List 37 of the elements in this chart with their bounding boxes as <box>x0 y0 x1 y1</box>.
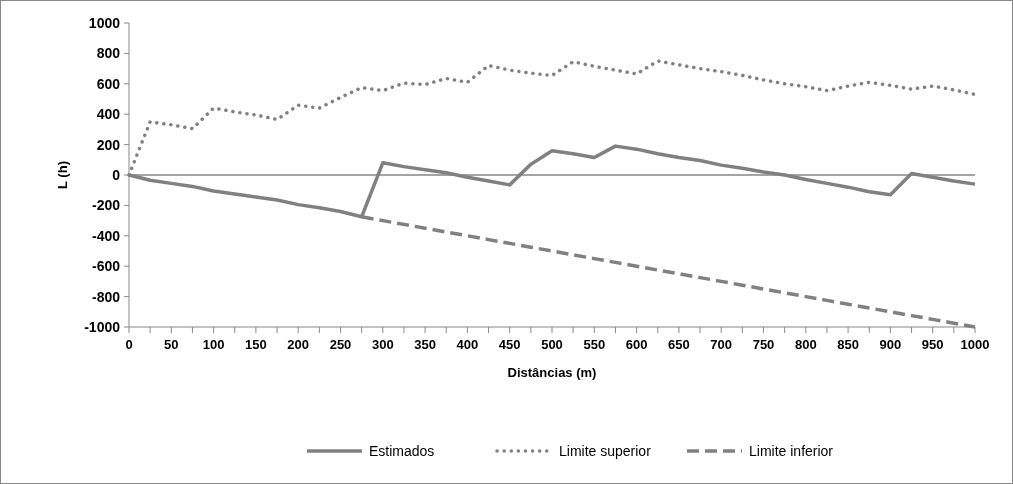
x-tick-label: 0 <box>125 337 133 352</box>
y-tick-label: -200 <box>91 197 121 214</box>
y-tick-label: 1000 <box>88 14 121 31</box>
y-tick-label: 800 <box>96 45 121 62</box>
x-tick-label: 1000 <box>960 337 990 352</box>
x-tick-label: 700 <box>710 337 733 352</box>
x-axis-title: Distâncias (m) <box>507 365 597 380</box>
y-tick-label: 400 <box>96 106 121 123</box>
x-tick-label: 150 <box>245 337 267 352</box>
y-tick-label: -600 <box>91 258 121 275</box>
x-tick-label: 450 <box>498 337 521 352</box>
y-tick-label: 600 <box>96 75 121 92</box>
x-tick-label: 900 <box>879 337 902 352</box>
y-tick-label: 0 <box>112 166 121 183</box>
x-tick-label: 200 <box>287 337 310 352</box>
x-tick-label: 600 <box>625 337 648 352</box>
y-tick-label: -400 <box>91 227 121 244</box>
y-tick-label: -800 <box>91 288 121 305</box>
y-tick-label: 200 <box>96 136 121 153</box>
x-tick-label: 850 <box>837 337 859 352</box>
x-tick-label: 800 <box>794 337 817 352</box>
x-tick-label: 250 <box>329 337 352 352</box>
x-tick-label: 300 <box>371 337 394 352</box>
x-tick-label: 350 <box>414 337 436 352</box>
x-tick-label: 550 <box>583 337 606 352</box>
x-tick-label: 50 <box>164 337 179 352</box>
x-tick-label: 650 <box>668 337 690 352</box>
x-tick-label: 950 <box>921 337 944 352</box>
x-tick-label: 500 <box>541 337 563 352</box>
legend-label: Limite inferior <box>749 442 834 459</box>
y-tick-label: -1000 <box>84 318 121 335</box>
x-tick-label: 400 <box>456 337 479 352</box>
legend-label: Limite superior <box>559 442 652 459</box>
y-axis-title: L (h) <box>55 161 70 189</box>
x-tick-label: 100 <box>202 337 225 352</box>
legend-label: Estimados <box>369 442 435 459</box>
x-tick-label: 750 <box>752 337 775 352</box>
